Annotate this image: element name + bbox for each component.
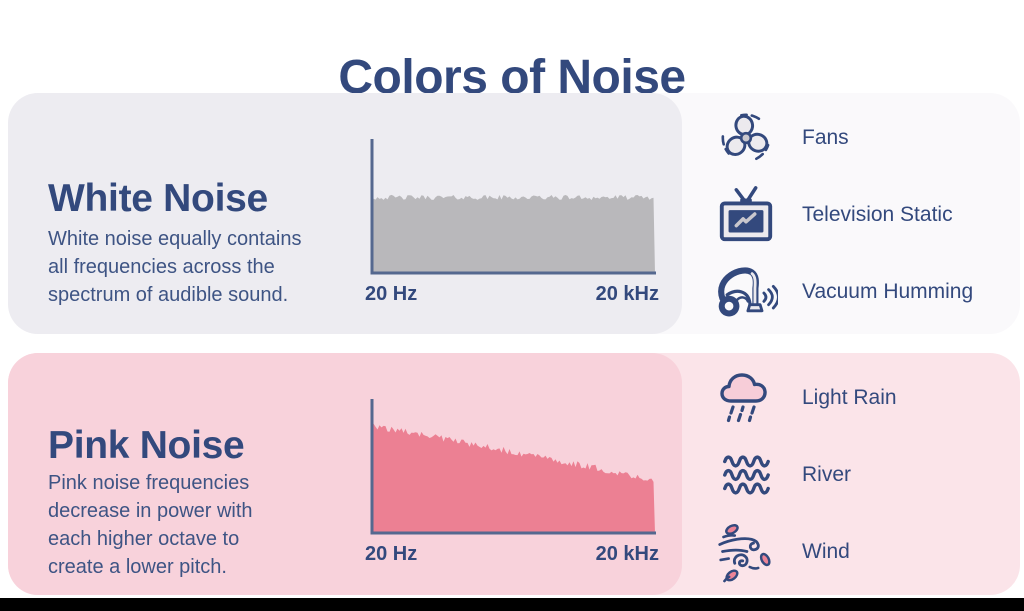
pink-noise-xlabel-right: 20 kHz bbox=[595, 543, 659, 565]
white-noise-panel: White Noise White noise equally contains… bbox=[8, 93, 1020, 334]
pink-noise-xlabel-left: 20 Hz bbox=[365, 543, 418, 565]
white-noise-axis-labels: 20 Hz 20 kHz bbox=[365, 283, 659, 306]
rain-cloud-icon bbox=[714, 367, 778, 429]
example-label: Light Rain bbox=[802, 386, 897, 409]
pink-noise-spectrum-chart bbox=[370, 399, 656, 535]
example-label: Television Static bbox=[802, 203, 953, 226]
fan-icon bbox=[714, 107, 778, 169]
pink-noise-axis-labels: 20 Hz 20 kHz bbox=[365, 543, 659, 566]
pink-noise-example-river: River bbox=[714, 444, 851, 506]
example-label: Fans bbox=[802, 126, 849, 149]
example-label: Vacuum Humming bbox=[802, 280, 974, 303]
pink-noise-spectrum-fill bbox=[373, 423, 655, 533]
pink-noise-heading: Pink Noise bbox=[48, 424, 245, 468]
white-noise-example-tv: Television Static bbox=[714, 184, 953, 246]
pink-noise-chart-axes bbox=[370, 399, 656, 535]
white-noise-xlabel-left: 20 Hz bbox=[365, 283, 418, 305]
wind-icon bbox=[714, 521, 778, 583]
vacuum-icon bbox=[714, 261, 778, 323]
pink-noise-example-rain: Light Rain bbox=[714, 367, 897, 429]
example-label: Wind bbox=[802, 540, 850, 563]
white-noise-chart-axes bbox=[370, 139, 656, 275]
white-noise-xlabel-right: 20 kHz bbox=[595, 283, 659, 305]
river-waves-icon bbox=[714, 444, 778, 506]
pink-noise-example-wind: Wind bbox=[714, 521, 850, 583]
pink-noise-panel: Pink Noise Pink noise frequencies decrea… bbox=[8, 353, 1020, 595]
white-noise-example-vacuum: Vacuum Humming bbox=[714, 261, 973, 323]
bottom-black-bar bbox=[0, 598, 1024, 611]
white-noise-spectrum-chart bbox=[370, 139, 656, 275]
example-label: River bbox=[802, 463, 852, 486]
white-noise-example-fans: Fans bbox=[714, 107, 849, 169]
white-noise-heading: White Noise bbox=[48, 177, 268, 221]
white-noise-description: White noise equally contains all frequen… bbox=[48, 228, 302, 306]
television-icon bbox=[714, 184, 778, 246]
white-noise-spectrum-fill bbox=[373, 194, 655, 273]
pink-noise-description: Pink noise frequencies decrease in power… bbox=[48, 472, 253, 578]
